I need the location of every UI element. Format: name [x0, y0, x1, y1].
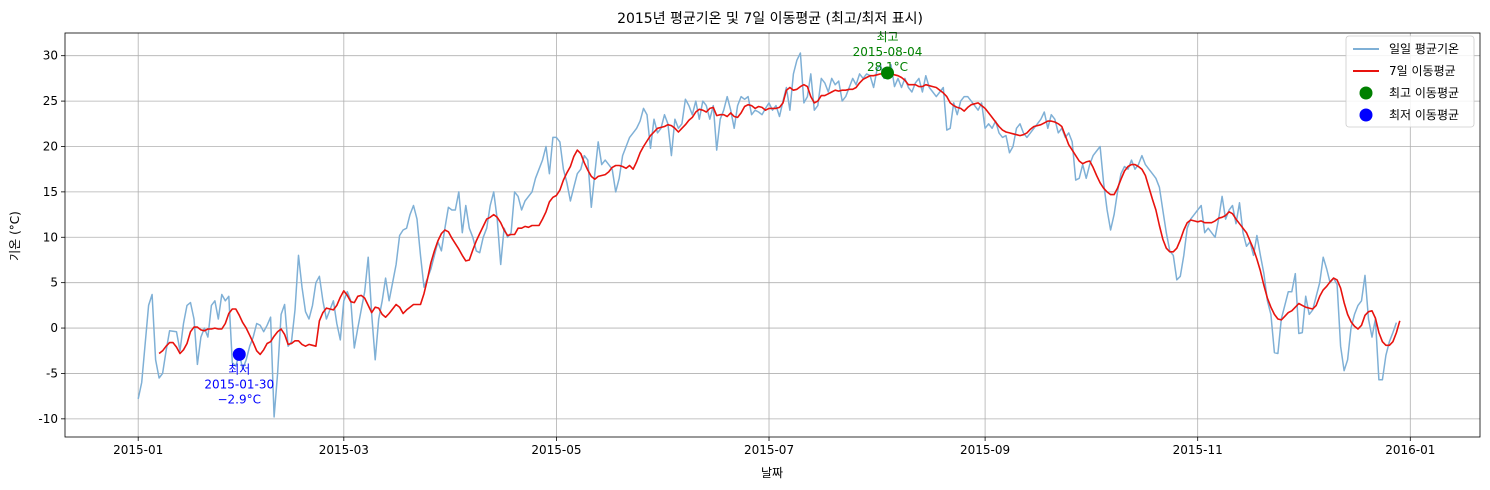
- y-tick-label: 20: [43, 139, 58, 153]
- daily-temperature-line: [137, 52, 1398, 418]
- y-axis-label: 기온 (°C): [8, 211, 22, 261]
- annotation-line: 2015-08-04: [853, 45, 923, 59]
- y-tick-label: -10: [38, 412, 58, 426]
- max-marker: [881, 66, 895, 80]
- legend-label: 7일 이동평균: [1389, 64, 1456, 78]
- annotation-line: 최저: [228, 362, 250, 376]
- legend-label: 최저 이동평균: [1389, 108, 1459, 122]
- y-tick-label: -5: [46, 366, 58, 380]
- x-axis-label: 날짜: [761, 466, 783, 480]
- x-tick-label: 2015-11: [1173, 443, 1223, 457]
- min-marker: [232, 347, 246, 361]
- annotation-line: −2.9°C: [217, 392, 261, 406]
- y-tick-label: 5: [50, 276, 58, 290]
- series-lines: [137, 52, 1401, 418]
- x-tick-label: 2015-03: [319, 443, 369, 457]
- legend-swatch-dot: [1359, 86, 1373, 100]
- x-tick-label: 2015-07: [744, 443, 794, 457]
- moving-average-line: [158, 72, 1401, 356]
- chart-title: 2015년 평균기온 및 7일 이동평균 (최고/최저 표시): [617, 11, 923, 27]
- legend-swatch-dot: [1359, 108, 1373, 122]
- x-tick-label: 2015-05: [531, 443, 581, 457]
- plot-frame: [64, 32, 1481, 438]
- x-tick-label: 2015-01: [113, 443, 163, 457]
- x-tick-label: 2015-09: [960, 443, 1010, 457]
- x-tick-label: 2016-01: [1385, 443, 1435, 457]
- legend-label: 일일 평균기온: [1389, 42, 1459, 56]
- y-tick-label: 30: [43, 49, 58, 63]
- y-tick-label: 15: [43, 185, 58, 199]
- axes: 2015-01 2015-03 2015-05 2015-07 2015-09 2015-…: [38, 32, 1481, 457]
- annotation-line: 최고: [876, 30, 898, 44]
- y-tick-label: 25: [43, 94, 58, 108]
- y-tick-label: 0: [50, 321, 58, 335]
- legend-label: 최고 이동평균: [1389, 86, 1459, 100]
- y-tick-label: 10: [43, 230, 58, 244]
- annotation-line: 28.1°C: [867, 60, 908, 74]
- annotation-line: 2015-01-30: [204, 377, 274, 391]
- legend-box: [1345, 35, 1475, 128]
